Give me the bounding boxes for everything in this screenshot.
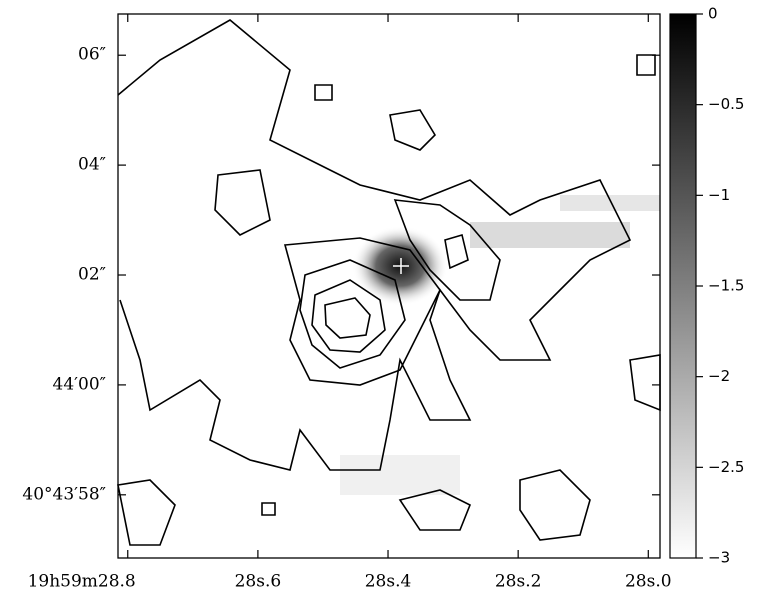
colorbar-tick-label: −1: [708, 186, 730, 204]
x-tick-label: 28s.6: [235, 572, 282, 592]
source-marker: [393, 258, 409, 274]
y-tick-label: 44′00″: [53, 374, 106, 394]
colorbar-tick-label: −2.5: [708, 458, 744, 476]
x-tick-label: 19h59m28.8: [28, 572, 136, 592]
x-tick-label: 28s.0: [625, 572, 672, 592]
y-tick-label: 40°43′58″: [22, 484, 106, 504]
colorbar-tick-label: 0: [708, 5, 718, 23]
x-tick-label: 28s.2: [495, 572, 542, 592]
x-tick-label: 28s.4: [365, 572, 412, 592]
colorbar-tick-label: −0.5: [708, 95, 744, 113]
y-tick-label: 04″: [78, 155, 106, 175]
y-tick-label: 02″: [78, 265, 106, 285]
plot-frame: [117, 13, 661, 559]
colorbar: [669, 13, 697, 559]
colorbar-tick-label: −1.5: [708, 277, 744, 295]
y-tick-label: 06″: [78, 45, 106, 65]
colorbar-tick-label: −3: [708, 549, 730, 567]
colorbar-tick-label: −2: [708, 367, 730, 385]
